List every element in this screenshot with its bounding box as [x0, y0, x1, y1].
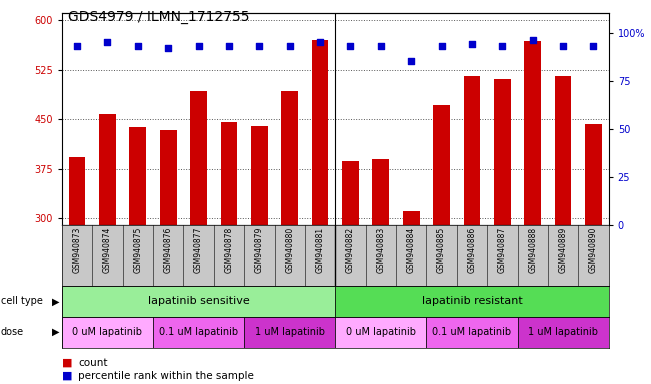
Text: GSM940879: GSM940879 — [255, 227, 264, 273]
Text: GSM940886: GSM940886 — [467, 227, 477, 273]
Point — [102, 39, 113, 45]
Text: 0.1 uM lapatinib: 0.1 uM lapatinib — [159, 327, 238, 337]
Bar — [159, 129, 176, 225]
Point — [193, 43, 204, 49]
Text: lapatinib resistant: lapatinib resistant — [422, 296, 522, 306]
Text: GSM940882: GSM940882 — [346, 227, 355, 273]
Text: GSM940884: GSM940884 — [407, 227, 416, 273]
Bar — [190, 91, 207, 225]
Point — [72, 43, 82, 49]
Text: GDS4979 / ILMN_1712755: GDS4979 / ILMN_1712755 — [68, 10, 250, 23]
Text: ▶: ▶ — [52, 327, 60, 337]
Text: GSM940883: GSM940883 — [376, 227, 385, 273]
Text: GSM940881: GSM940881 — [316, 227, 325, 273]
Point — [376, 43, 386, 49]
Text: GSM940877: GSM940877 — [194, 227, 203, 273]
Bar — [69, 157, 85, 225]
Text: GSM940880: GSM940880 — [285, 227, 294, 273]
Bar — [372, 159, 389, 225]
Point — [558, 43, 568, 49]
Text: count: count — [78, 358, 107, 368]
Text: dose: dose — [1, 327, 24, 337]
Point — [284, 43, 295, 49]
Text: GSM940876: GSM940876 — [163, 227, 173, 273]
Bar — [221, 122, 237, 225]
Bar — [99, 114, 116, 225]
Text: cell type: cell type — [1, 296, 42, 306]
Text: GSM940873: GSM940873 — [72, 227, 81, 273]
Bar — [426, 317, 518, 348]
Bar — [244, 317, 335, 348]
Bar — [403, 212, 419, 225]
Point — [224, 43, 234, 49]
Bar — [281, 91, 298, 225]
Bar — [62, 286, 335, 317]
Text: 0 uM lapatinib: 0 uM lapatinib — [346, 327, 416, 337]
Bar — [434, 105, 450, 225]
Text: ▶: ▶ — [52, 296, 60, 306]
Text: GSM940878: GSM940878 — [225, 227, 234, 273]
Point — [497, 43, 508, 49]
Point — [406, 58, 417, 65]
Point — [527, 37, 538, 43]
Bar — [312, 40, 329, 225]
Text: percentile rank within the sample: percentile rank within the sample — [78, 371, 254, 381]
Text: ■: ■ — [62, 358, 72, 368]
Bar — [62, 317, 153, 348]
Text: GSM940887: GSM940887 — [498, 227, 507, 273]
Bar — [525, 41, 541, 225]
Point — [163, 45, 173, 51]
Text: GSM940890: GSM940890 — [589, 227, 598, 273]
Bar — [251, 126, 268, 225]
Point — [467, 41, 477, 47]
Text: 0 uM lapatinib: 0 uM lapatinib — [72, 327, 143, 337]
Text: GSM940888: GSM940888 — [528, 227, 537, 273]
Text: GSM940885: GSM940885 — [437, 227, 446, 273]
Bar — [130, 127, 146, 225]
Bar — [464, 76, 480, 225]
Point — [345, 43, 355, 49]
Bar — [585, 124, 602, 225]
Bar — [494, 79, 510, 225]
Bar — [335, 286, 609, 317]
Text: 1 uM lapatinib: 1 uM lapatinib — [528, 327, 598, 337]
Text: ■: ■ — [62, 371, 72, 381]
Point — [315, 39, 326, 45]
Text: 0.1 uM lapatinib: 0.1 uM lapatinib — [432, 327, 512, 337]
Text: lapatinib sensitive: lapatinib sensitive — [148, 296, 249, 306]
Point — [254, 43, 264, 49]
Bar — [335, 317, 426, 348]
Point — [133, 43, 143, 49]
Bar — [555, 76, 572, 225]
Point — [589, 43, 599, 49]
Bar — [518, 317, 609, 348]
Text: GSM940889: GSM940889 — [559, 227, 568, 273]
Text: GSM940875: GSM940875 — [133, 227, 143, 273]
Point — [436, 43, 447, 49]
Text: 1 uM lapatinib: 1 uM lapatinib — [255, 327, 325, 337]
Text: GSM940874: GSM940874 — [103, 227, 112, 273]
Bar — [342, 161, 359, 225]
Bar — [153, 317, 244, 348]
